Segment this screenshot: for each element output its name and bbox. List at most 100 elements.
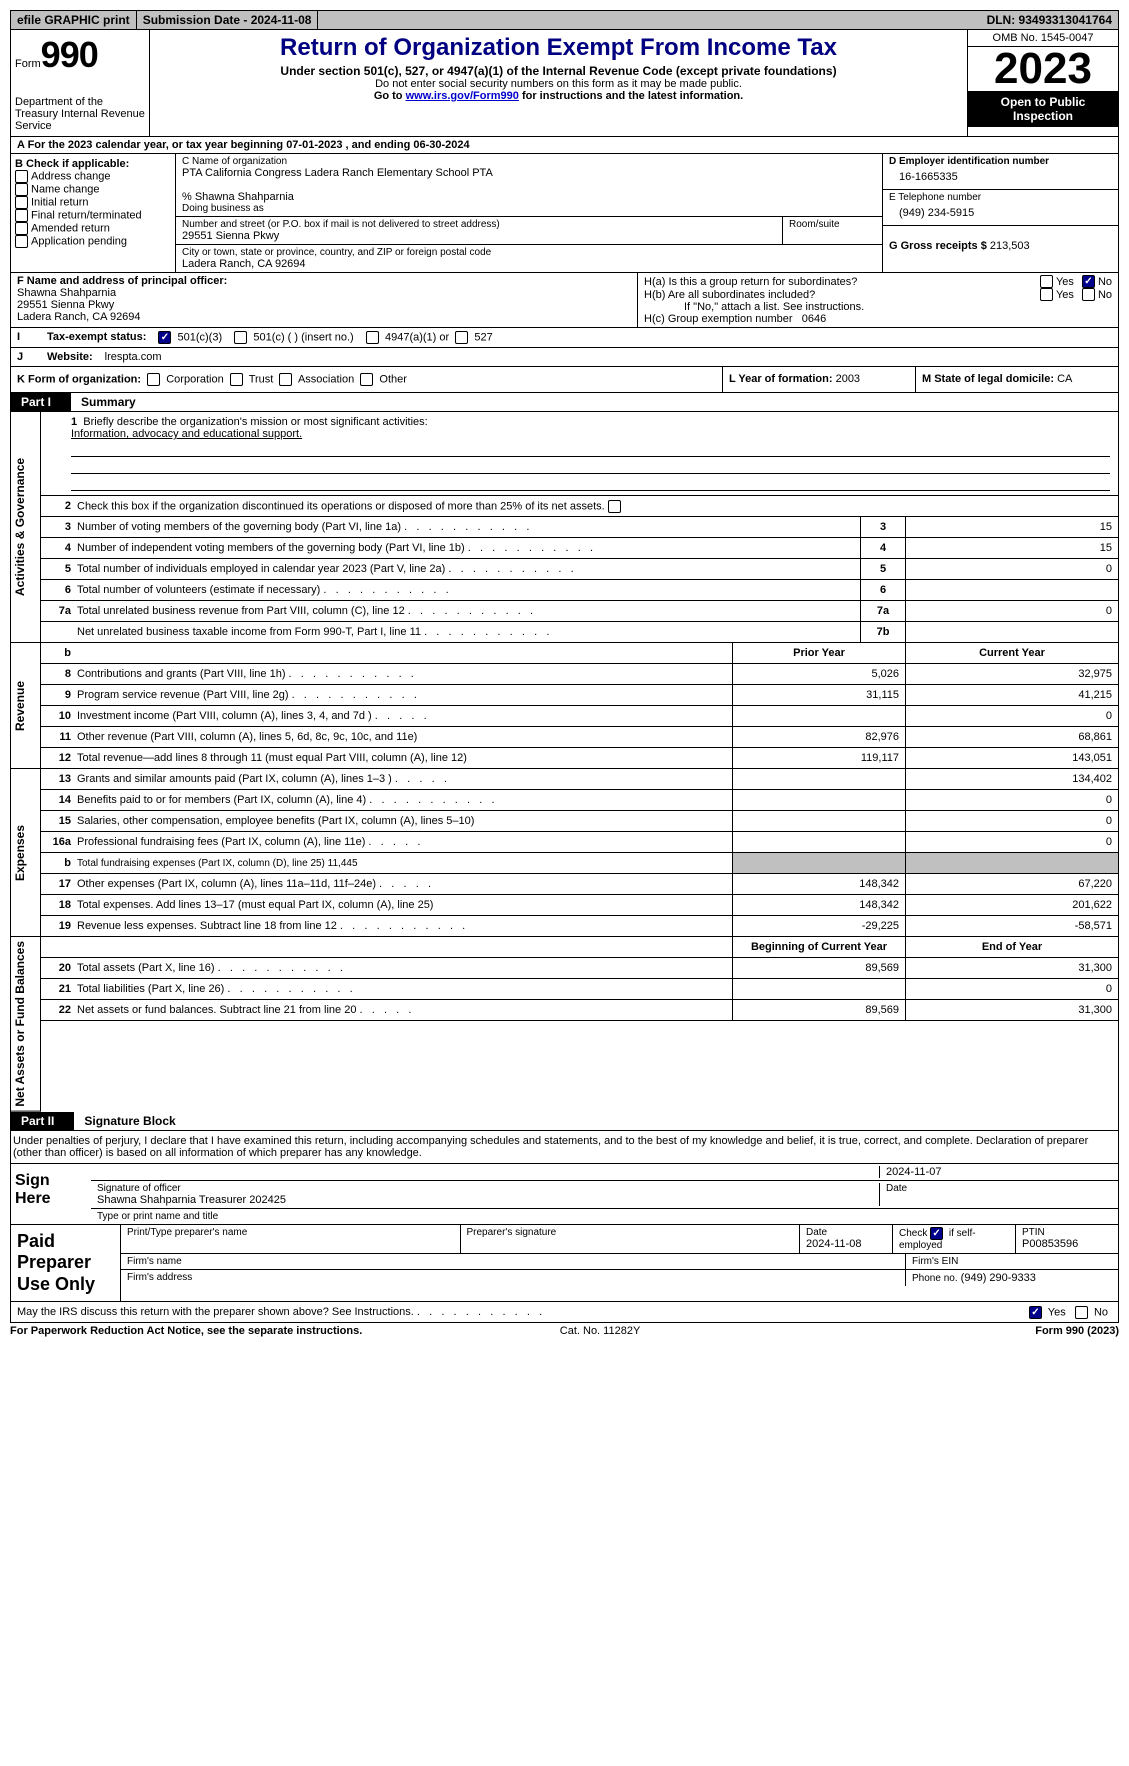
paid-preparer-label: Paid Preparer Use Only: [11, 1225, 121, 1302]
discuss-question: May the IRS discuss this return with the…: [11, 1304, 1019, 1320]
open-inspection: Open to Public Inspection: [968, 91, 1118, 127]
chk-501c3[interactable]: [158, 331, 171, 344]
main-title: Return of Organization Exempt From Incom…: [158, 34, 959, 62]
chk-self-employed[interactable]: [930, 1227, 943, 1240]
side-expenses: Expenses: [11, 769, 41, 937]
hb-label: H(b) Are all subordinates included?: [644, 289, 1040, 301]
top-bar: efile GRAPHIC print Submission Date - 20…: [10, 10, 1119, 30]
row-klm: K Form of organization: Corporation Trus…: [10, 367, 1119, 393]
mission-text: Information, advocacy and educational su…: [71, 428, 302, 440]
irs-link[interactable]: www.irs.gov/Form990: [406, 90, 519, 102]
street-label: Number and street (or P.O. box if mail i…: [182, 219, 776, 230]
sign-here-label: Sign Here: [11, 1164, 91, 1225]
officer-addr2: Ladera Ranch, CA 92694: [17, 311, 631, 323]
prep-date: 2024-11-08: [806, 1238, 886, 1250]
part2-tab: Part II: [11, 1112, 74, 1130]
chk-address[interactable]: [15, 170, 28, 183]
form-label: Form: [15, 58, 41, 70]
ptin-value: P00853596: [1022, 1238, 1112, 1250]
chk-discuss-yes[interactable]: [1029, 1306, 1042, 1319]
chk-hb-yes[interactable]: [1040, 288, 1053, 301]
year-formed: 2003: [836, 373, 860, 385]
tel-label: E Telephone number: [889, 192, 1112, 203]
side-revenue: Revenue: [11, 643, 41, 769]
form-number: 990: [41, 34, 98, 75]
line5-desc: Total number of individuals employed in …: [77, 561, 860, 577]
care-of: % Shawna Shahparnia: [182, 191, 876, 203]
room-label: Room/suite: [782, 217, 882, 244]
officer-label: F Name and address of principal officer:: [17, 275, 631, 287]
self-employed: Check if self-employed: [893, 1225, 1016, 1253]
firm-ein-label: Firm's EIN: [906, 1254, 1118, 1269]
chk-4947[interactable]: [366, 331, 379, 344]
line4-val: 15: [905, 538, 1118, 558]
chk-ha-no[interactable]: [1082, 275, 1095, 288]
chk-hb-no[interactable]: [1082, 288, 1095, 301]
dept-label: Department of the Treasury Internal Reve…: [15, 96, 145, 132]
chk-amended[interactable]: [15, 222, 28, 235]
form-org-label: K Form of organization:: [17, 373, 141, 385]
sig-date-top: 2024-11-07: [879, 1166, 1112, 1178]
page-footer: For Paperwork Reduction Act Notice, see …: [10, 1323, 1119, 1339]
row-j: J Website: lrespta.com: [10, 348, 1119, 367]
website-value: lrespta.com: [99, 348, 168, 366]
chk-assoc[interactable]: [279, 373, 292, 386]
org-name-label: C Name of organization: [182, 156, 876, 167]
col-current: Current Year: [905, 643, 1118, 663]
chk-discontinued[interactable]: [608, 500, 621, 513]
subtitle: Under section 501(c), 527, or 4947(a)(1)…: [158, 64, 959, 78]
row-fh: F Name and address of principal officer:…: [10, 273, 1119, 328]
chk-trust[interactable]: [230, 373, 243, 386]
goto-note: Go to www.irs.gov/Form990 for instructio…: [158, 90, 959, 102]
part1-header: Part I Summary: [10, 393, 1119, 412]
line2: Check this box if the organization disco…: [77, 498, 1118, 515]
chk-501c[interactable]: [234, 331, 247, 344]
cat-no: Cat. No. 11282Y: [560, 1325, 641, 1337]
chk-pending[interactable]: [15, 235, 28, 248]
hc-value: 0646: [802, 313, 826, 325]
city-label: City or town, state or province, country…: [182, 247, 876, 258]
part2-header: Part II Signature Block: [10, 1112, 1119, 1131]
chk-ha-yes[interactable]: [1040, 275, 1053, 288]
line7a-desc: Total unrelated business revenue from Pa…: [77, 603, 860, 619]
ein-value: 16-1665335: [889, 167, 1112, 187]
dba-label: Doing business as: [182, 203, 876, 214]
domicile-label: M State of legal domicile:: [922, 373, 1054, 385]
side-governance: Activities & Governance: [11, 412, 41, 643]
preparer-block: Paid Preparer Use Only Print/Type prepar…: [10, 1225, 1119, 1303]
website-label: Website:: [41, 348, 99, 366]
line6-val: [905, 580, 1118, 600]
col-prior: Prior Year: [732, 643, 905, 663]
firm-addr-label: Firm's address: [121, 1270, 906, 1286]
sig-date-label: Date: [879, 1183, 1112, 1206]
officer-name-title: Shawna Shahparnia Treasurer 202425: [97, 1194, 879, 1206]
dln-label: DLN: 93493313041764: [981, 11, 1118, 29]
row-a: A For the 2023 calendar year, or tax yea…: [10, 137, 1119, 154]
firm-name-label: Firm's name: [121, 1254, 906, 1269]
chk-527[interactable]: [455, 331, 468, 344]
chk-other[interactable]: [360, 373, 373, 386]
form-ref: Form 990 (2023): [1035, 1325, 1119, 1337]
chk-name[interactable]: [15, 183, 28, 196]
hb-note: If "No," attach a list. See instructions…: [644, 301, 1112, 313]
line4-desc: Number of independent voting members of …: [77, 540, 860, 556]
line3-val: 15: [905, 517, 1118, 537]
domicile: CA: [1057, 373, 1072, 385]
ein-label: D Employer identification number: [889, 156, 1112, 167]
discuss-row: May the IRS discuss this return with the…: [10, 1302, 1119, 1323]
box-d: D Employer identification number 16-1665…: [883, 154, 1118, 273]
chk-discuss-no[interactable]: [1075, 1306, 1088, 1319]
chk-final[interactable]: [15, 209, 28, 222]
boxes-bcd: B Check if applicable: Address change Na…: [10, 154, 1119, 273]
chk-initial[interactable]: [15, 196, 28, 209]
box-h: H(a) Is this a group return for subordin…: [638, 273, 1118, 327]
gross-value: 213,503: [990, 240, 1030, 252]
box-f: F Name and address of principal officer:…: [11, 273, 638, 327]
chk-corp[interactable]: [147, 373, 160, 386]
line6-desc: Total number of volunteers (estimate if …: [77, 582, 860, 598]
paperwork-notice: For Paperwork Reduction Act Notice, see …: [10, 1325, 362, 1337]
line3-desc: Number of voting members of the governin…: [77, 519, 860, 535]
mission-block: 1 Briefly describe the organization's mi…: [41, 412, 1118, 496]
line5-val: 0: [905, 559, 1118, 579]
box-c: C Name of organization PTA California Co…: [176, 154, 883, 273]
